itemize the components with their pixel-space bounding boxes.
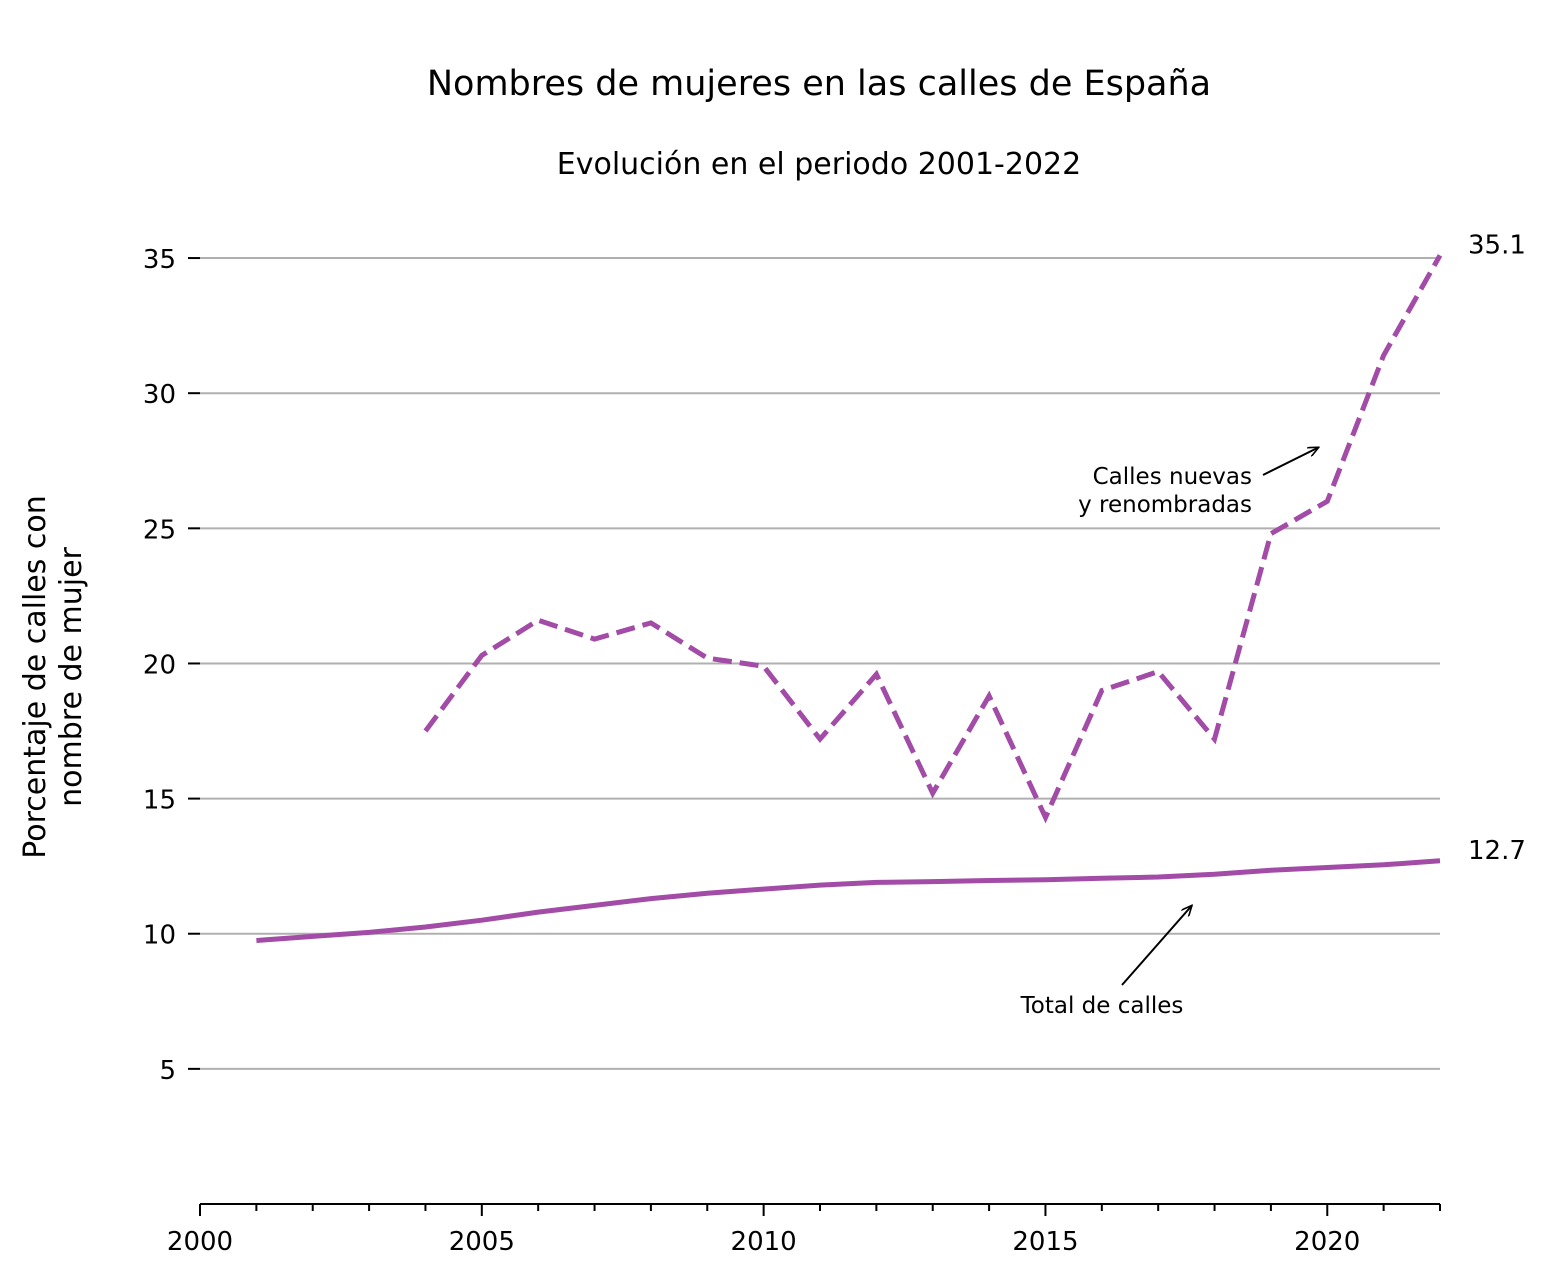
x-tick-label: 2020: [1294, 1227, 1360, 1257]
x-tick-label: 2005: [449, 1227, 515, 1257]
annotation-total-calles: Total de calles: [1020, 905, 1192, 1019]
y-axis: 5 10 15 20 25 30 35: [143, 245, 200, 1086]
y-axis-label: Porcentaje de calles con nombre de mujer: [18, 495, 89, 859]
annotation-calles-nuevas-line2: y renombradas: [1078, 492, 1252, 518]
y-tick-label: 35: [143, 245, 176, 275]
y-axis-label-line1: Porcentaje de calles con: [18, 495, 53, 859]
end-value-label: 12.7: [1468, 836, 1526, 866]
chart-subtitle: Evolución en el periodo 2001-2022: [557, 147, 1081, 182]
annotation-total-calles-line1: Total de calles: [1020, 993, 1184, 1019]
annotation-total-calles-arrow: [1121, 905, 1192, 986]
y-tick-label: 10: [143, 921, 176, 951]
y-tick-label: 20: [143, 650, 176, 680]
y-tick-label: 25: [143, 515, 176, 545]
annotation-calles-nuevas-arrow: [1262, 446, 1319, 476]
y-tick-label: 5: [159, 1056, 176, 1086]
y-tick-label: 30: [143, 380, 176, 410]
end-value-label: 35.1: [1468, 230, 1526, 260]
series-layer: [256, 254, 1443, 943]
x-tick-label: 2010: [731, 1227, 797, 1257]
annotation-calles-nuevas-line1: Calles nuevas: [1093, 464, 1252, 490]
x-tick-label: 2015: [1012, 1227, 1078, 1257]
series-line-nuevas: [423, 254, 1443, 824]
gridlines: [200, 257, 1440, 1070]
series-line-total: [256, 858, 1441, 943]
y-axis-label-line2: nombre de mujer: [54, 546, 89, 806]
x-axis: 2000 2005 2010 2015 2020: [167, 1203, 1441, 1257]
chart-title: Nombres de mujeres en las calles de Espa…: [427, 64, 1211, 104]
annotation-calles-nuevas: Calles nuevas y renombradas: [1078, 446, 1319, 518]
y-tick-label: 15: [143, 786, 176, 816]
end-labels: 35.1 12.7: [1468, 230, 1526, 865]
x-tick-label: 2000: [167, 1227, 233, 1257]
